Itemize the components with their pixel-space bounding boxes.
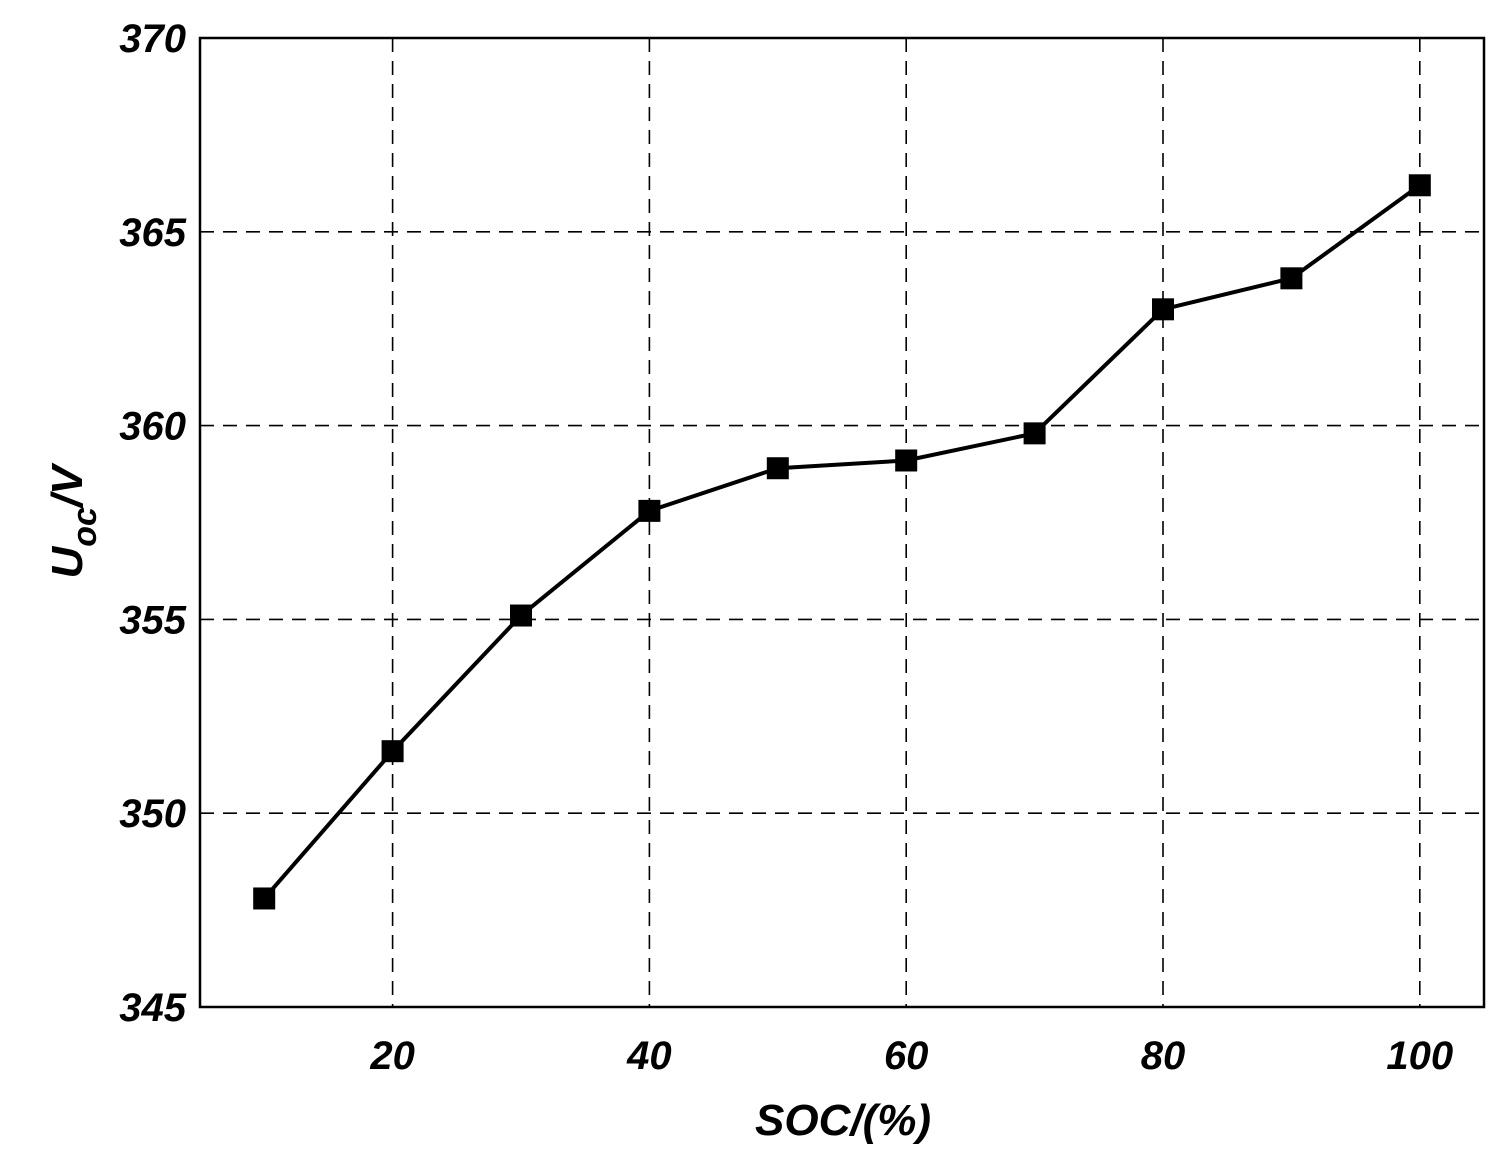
y-axis-label-main: U xyxy=(43,546,92,579)
y-tick-label: 350 xyxy=(119,792,186,836)
y-tick-labels: 345 350 355 360 365 370 xyxy=(119,17,186,1030)
grid-lines xyxy=(200,38,1484,1007)
series-markers xyxy=(253,174,1431,910)
y-axis-label-subscript: oc xyxy=(66,507,104,547)
y-tick-label: 360 xyxy=(119,405,186,449)
data-point-marker xyxy=(510,604,532,627)
x-tick-label: 40 xyxy=(626,1034,672,1078)
data-point-marker xyxy=(1280,267,1303,290)
y-tick-label: 355 xyxy=(119,598,186,642)
series-line xyxy=(262,183,1421,900)
data-point-marker xyxy=(1152,298,1174,321)
y-tick-label: 345 xyxy=(119,986,186,1030)
data-point-marker xyxy=(381,740,404,763)
x-axis-label: SOC/(%) xyxy=(755,1096,931,1145)
y-tick-label: 370 xyxy=(119,17,186,61)
y-tick-label: 365 xyxy=(119,211,186,255)
data-point-marker xyxy=(895,449,918,472)
plot-frame xyxy=(198,36,1486,1009)
data-point-marker xyxy=(253,887,276,910)
x-tick-labels: 20 40 60 80 100 xyxy=(369,1034,1453,1078)
x-tick-label: 60 xyxy=(884,1034,929,1078)
x-tick-label: 100 xyxy=(1386,1034,1453,1078)
x-tick-label: 80 xyxy=(1141,1034,1186,1078)
data-point-marker xyxy=(1408,174,1431,197)
data-point-marker xyxy=(766,457,789,480)
x-tick-label: 20 xyxy=(369,1034,415,1078)
data-point-marker xyxy=(1023,422,1046,445)
data-point-marker xyxy=(638,499,661,522)
y-axis-label: Uoc/V xyxy=(43,462,104,579)
y-axis-label-suffix: /V xyxy=(43,462,92,509)
